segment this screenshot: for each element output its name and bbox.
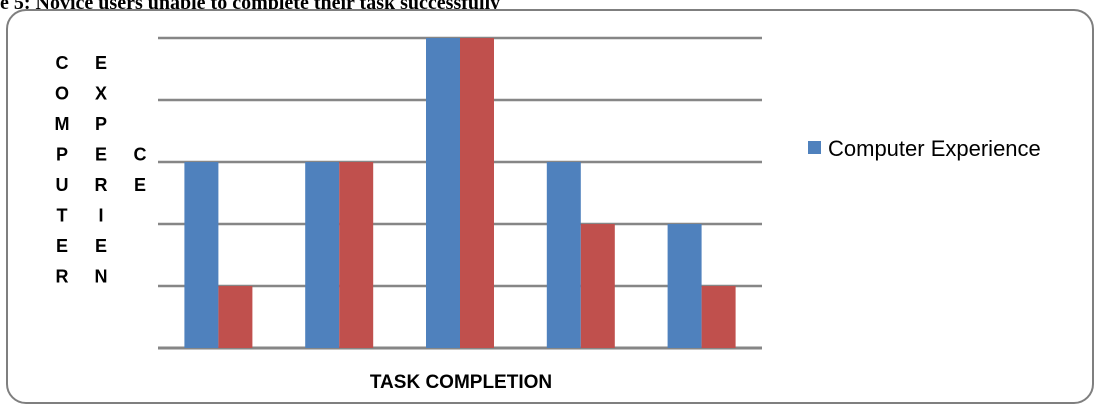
bar-series2-cat1 [218, 286, 253, 348]
bar-series1-cat1 [184, 162, 219, 348]
bar-series2-cat2 [339, 162, 374, 348]
y-axis-label-letter: R [56, 267, 69, 287]
bar-series1-cat5 [667, 224, 702, 348]
y-axis-label-letter: P [56, 145, 68, 165]
bar-series1-cat2 [305, 162, 340, 348]
bars [184, 38, 736, 348]
legend: Computer Experience [808, 136, 1041, 161]
bar-series2-cat5 [701, 286, 736, 348]
bar-series2-cat4 [580, 224, 615, 348]
y-axis-label-letter: M [55, 114, 70, 134]
y-axis-label-letter: E [95, 53, 107, 73]
bar-series1-cat4 [546, 162, 581, 348]
y-axis-label-letter: E [56, 236, 68, 256]
y-axis-label-letter: O [55, 84, 69, 104]
y-axis-label-letter: R [95, 175, 108, 195]
y-axis-label-letter: E [95, 145, 107, 165]
y-axis-label-letter: U [56, 175, 69, 195]
y-axis-label-letter: I [98, 206, 103, 226]
legend-label: Computer Experience [828, 136, 1041, 161]
y-axis-label-letter: X [95, 84, 107, 104]
y-axis-label-letter: C [134, 145, 147, 165]
y-axis-label-letter: P [95, 114, 107, 134]
bar-series2-cat3 [460, 38, 494, 348]
legend-swatch [808, 141, 821, 154]
y-axis-label-letter: N [95, 267, 108, 287]
x-axis-label: TASK COMPLETION [370, 372, 552, 393]
y-axis-label-letter: T [57, 206, 68, 226]
y-axis-label-letter: C [56, 53, 69, 73]
bar-series1-cat3 [426, 38, 460, 348]
y-axis-label-letter: E [134, 175, 146, 195]
y-axis-label-letter: E [95, 236, 107, 256]
